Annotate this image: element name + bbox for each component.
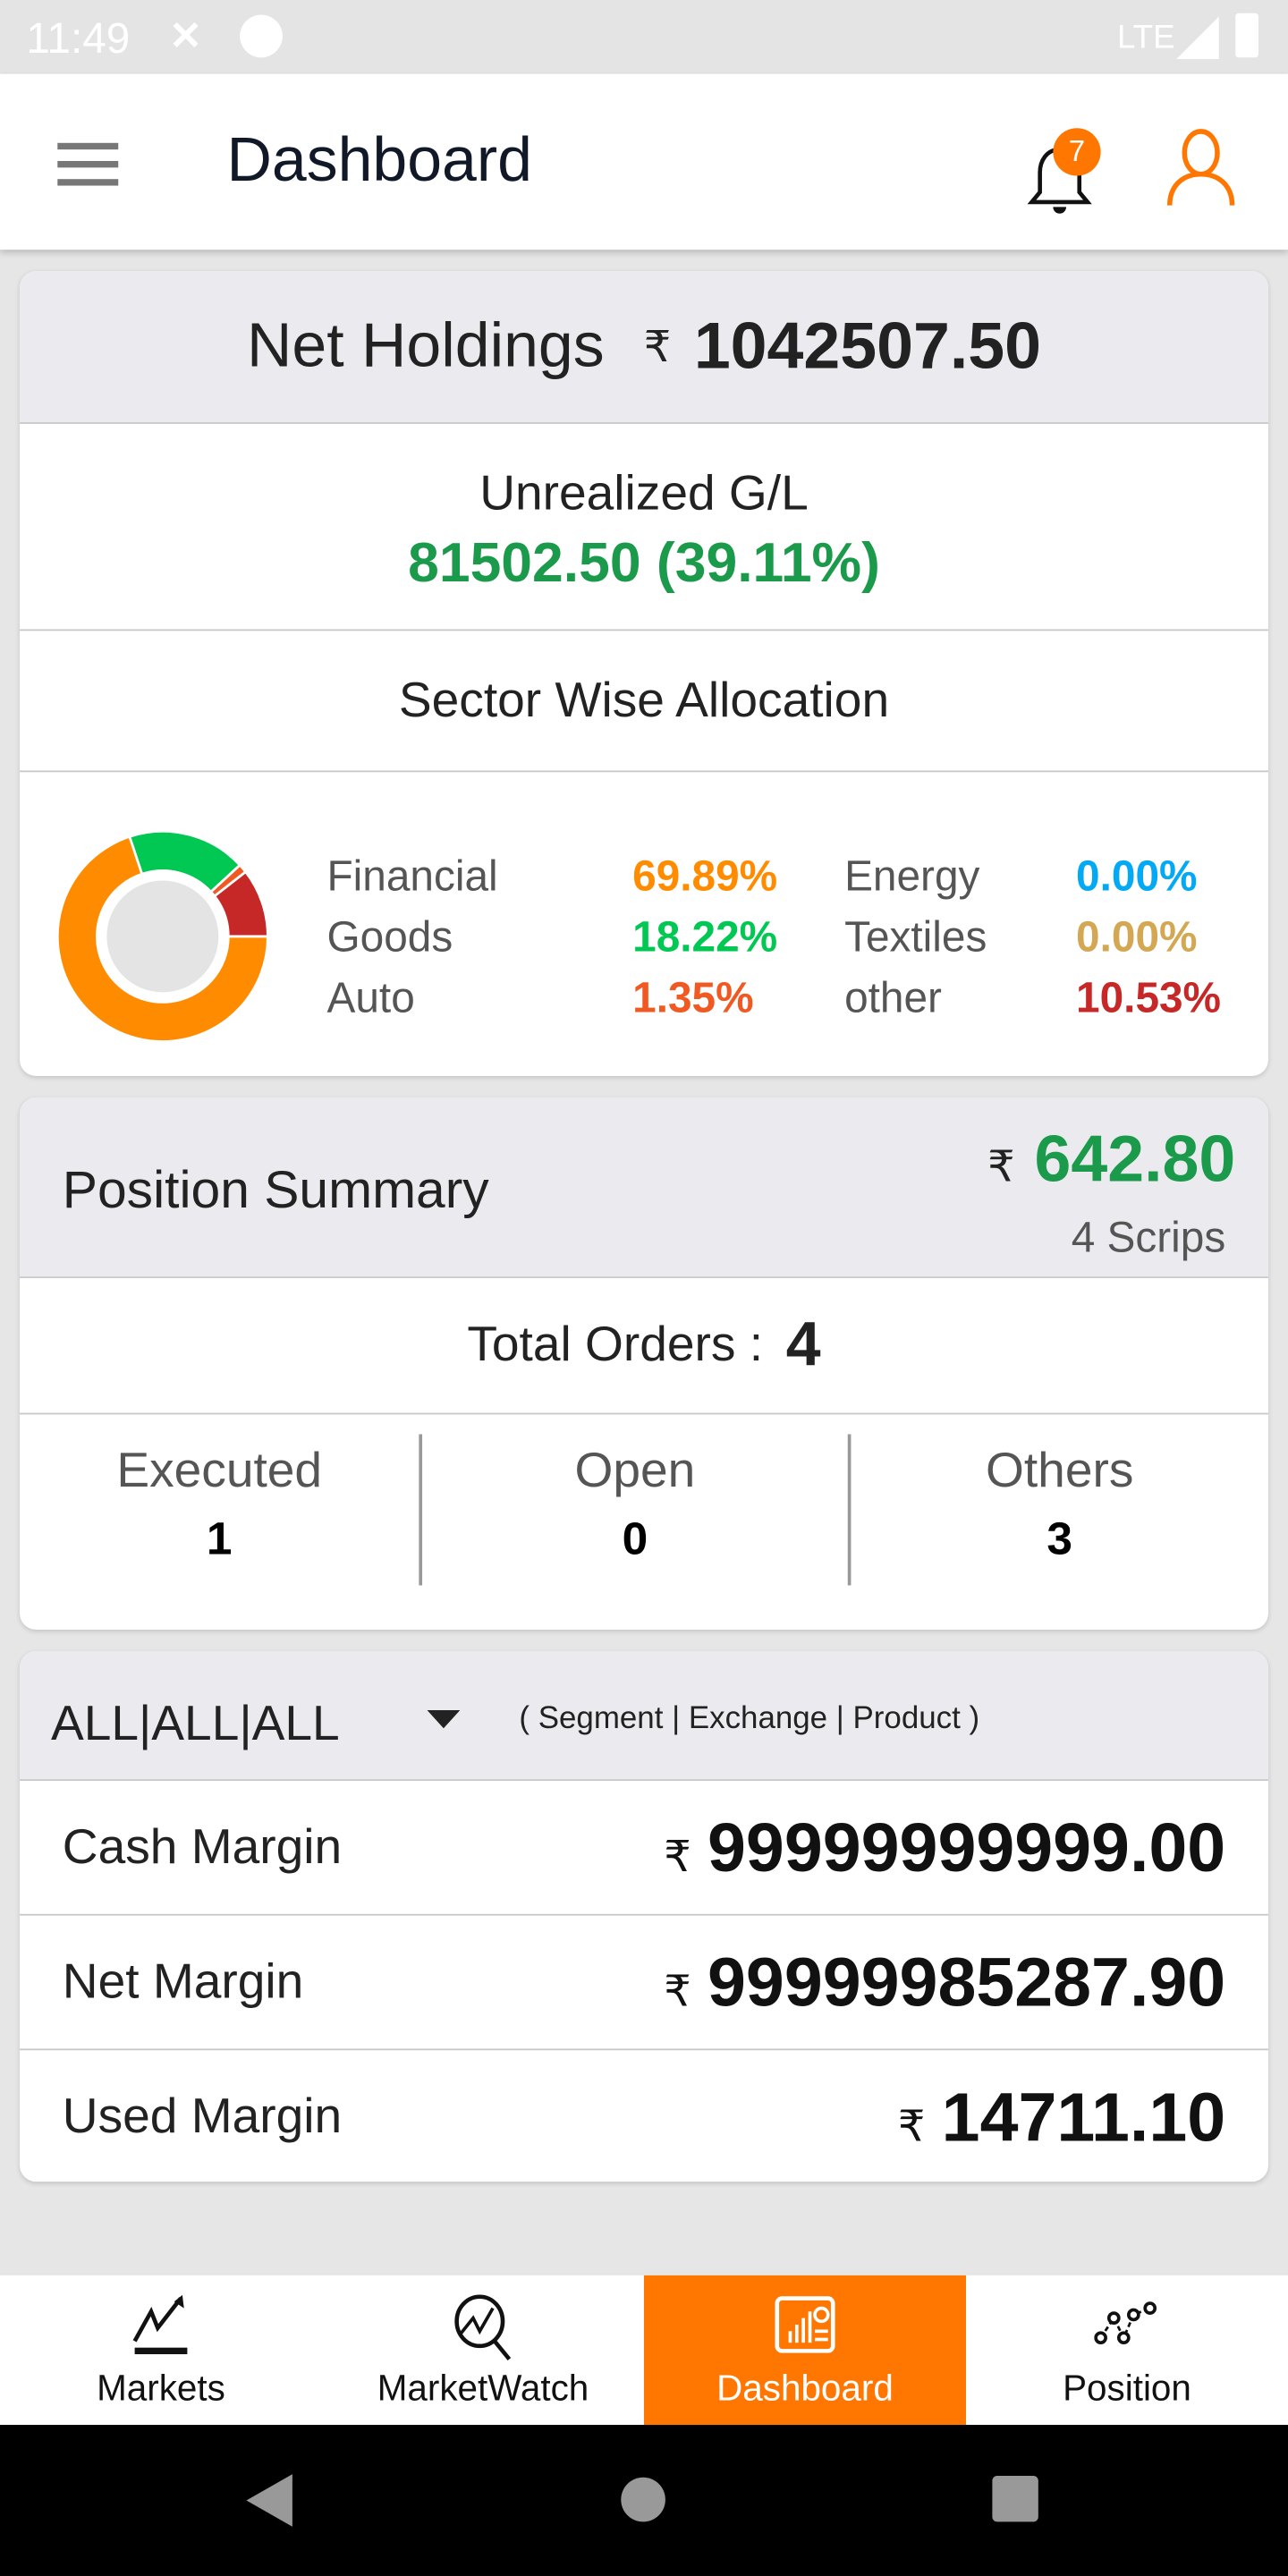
sector-value: 0.00%	[1076, 851, 1198, 901]
executed-orders[interactable]: Executed 1	[20, 1434, 423, 1586]
sector-allocation: Financial 69.89% Goods 18.22% Auto 1.35% Energ…	[20, 770, 1268, 1076]
sector-label: other	[844, 972, 942, 1022]
recents-icon[interactable]	[992, 2475, 1038, 2522]
sector-value: 10.53%	[1076, 972, 1222, 1022]
dashboard-icon	[775, 2296, 835, 2353]
total-orders-label: Total Orders :	[467, 1318, 764, 1372]
stat-value: 1	[206, 1513, 233, 1564]
tab-position[interactable]: Position	[966, 2275, 1288, 2425]
bottom-nav: Markets MarketWatch Dashboard Position	[0, 2275, 1288, 2426]
sector-value: 0.00%	[1076, 911, 1198, 962]
status-bar: 11:49 ✕ LTE	[0, 0, 1288, 74]
tab-label: Markets	[97, 2367, 225, 2409]
position-value: 642.80	[1034, 1123, 1236, 1197]
status-time: 11:49	[26, 13, 131, 63]
rupee-symbol: ₹	[664, 1965, 691, 2015]
system-nav-bar	[0, 2425, 1288, 2576]
unrealized-section: Unrealized G/L 81502.50 (39.11%)	[20, 422, 1268, 629]
app-bar: Dashboard 7	[0, 73, 1288, 250]
page-title: Dashboard	[226, 126, 532, 196]
signal-icon	[1176, 16, 1219, 60]
margin-label: Cash Margin	[62, 1819, 343, 1874]
other-orders[interactable]: Others 3	[851, 1434, 1268, 1585]
stat-label: Executed	[116, 1444, 323, 1499]
sector-label: Goods	[326, 911, 453, 962]
stat-label: Others	[986, 1444, 1134, 1499]
sector-label: Energy	[844, 851, 980, 901]
chevron-down-icon[interactable]	[427, 1710, 461, 1730]
sector-title: Sector Wise Allocation	[20, 629, 1268, 770]
home-icon[interactable]	[621, 2477, 665, 2522]
notification-x-icon: ✕	[169, 14, 203, 60]
rupee-symbol: ₹	[987, 1141, 1015, 1191]
net-holdings-header: Net Holdings ₹ 1042507.50	[20, 271, 1268, 423]
net-holdings-label: Net Holdings	[247, 311, 605, 381]
filter-hint: ( Segment | Exchange | Product )	[519, 1701, 980, 1737]
cash-margin-row: Cash Margin ₹99999999999.00	[20, 1779, 1268, 1914]
margin-filter[interactable]: ALL|ALL|ALL ( Segment | Exchange | Produ…	[20, 1650, 1268, 1780]
margin-value: 99999999999.00	[708, 1808, 1226, 1885]
donut-slice-financial	[55, 835, 269, 1043]
unrealized-label: Unrealized G/L	[479, 466, 809, 521]
sector-label: Textiles	[844, 911, 987, 962]
tab-label: Dashboard	[716, 2367, 894, 2409]
margin-label: Used Margin	[62, 2089, 343, 2144]
filter-select[interactable]: ALL|ALL|ALL	[50, 1697, 340, 1751]
stat-label: Open	[574, 1444, 696, 1499]
net-holdings-card: Net Holdings ₹ 1042507.50 Unrealized G/L…	[20, 271, 1268, 1077]
stat-value: 3	[1046, 1513, 1072, 1564]
net-holdings-value: 1042507.50	[693, 309, 1041, 383]
position-icon	[1094, 2301, 1157, 2345]
sector-label: Financial	[326, 851, 498, 901]
sector-value: 69.89%	[632, 851, 778, 901]
back-icon[interactable]	[246, 2474, 292, 2527]
net-margin-row: Net Margin ₹99999985287.90	[20, 1913, 1268, 2049]
unrealized-value: 81502.50 (39.11%)	[408, 532, 880, 595]
stat-value: 0	[622, 1513, 648, 1564]
market-search-icon	[454, 2294, 512, 2360]
margin-value: 14711.10	[941, 2077, 1226, 2155]
position-summary-title: Position Summary	[62, 1159, 489, 1219]
sector-donut-chart	[55, 830, 269, 1043]
network-type: LTE	[1116, 20, 1175, 56]
sector-value: 1.35%	[632, 972, 754, 1022]
total-orders-value: 4	[785, 1309, 821, 1379]
notification-badge: 7	[1053, 128, 1101, 176]
margin-card: ALL|ALL|ALL ( Segment | Exchange | Produ…	[20, 1650, 1268, 2182]
sector-label: Auto	[326, 972, 415, 1022]
tab-label: Position	[1063, 2367, 1191, 2409]
used-margin-row: Used Margin ₹14711.10	[20, 2048, 1268, 2182]
donut-hole	[106, 880, 219, 993]
user-profile-icon[interactable]	[1166, 128, 1235, 207]
trend-up-icon	[132, 2294, 188, 2355]
open-orders[interactable]: Open 0	[422, 1434, 852, 1586]
scrips-count: 4 Scrips	[1071, 1212, 1226, 1262]
tab-markets[interactable]: Markets	[0, 2275, 322, 2425]
menu-icon[interactable]	[57, 142, 119, 186]
rupee-symbol: ₹	[897, 2100, 926, 2150]
rupee-symbol: ₹	[643, 321, 672, 371]
position-summary-card: Position Summary ₹642.80 4 Scrips Total …	[20, 1097, 1268, 1631]
margin-label: Net Margin	[62, 1953, 304, 2009]
sector-value: 18.22%	[632, 911, 778, 962]
total-orders-row: Total Orders : 4	[20, 1276, 1268, 1412]
battery-icon	[1235, 13, 1258, 58]
tab-marketwatch[interactable]: MarketWatch	[322, 2275, 644, 2425]
app-status-icon	[240, 14, 283, 58]
margin-value: 99999985287.90	[708, 1942, 1226, 2021]
tab-label: MarketWatch	[377, 2367, 589, 2409]
tab-dashboard[interactable]: Dashboard	[643, 2275, 966, 2426]
rupee-symbol: ₹	[664, 1831, 691, 1881]
